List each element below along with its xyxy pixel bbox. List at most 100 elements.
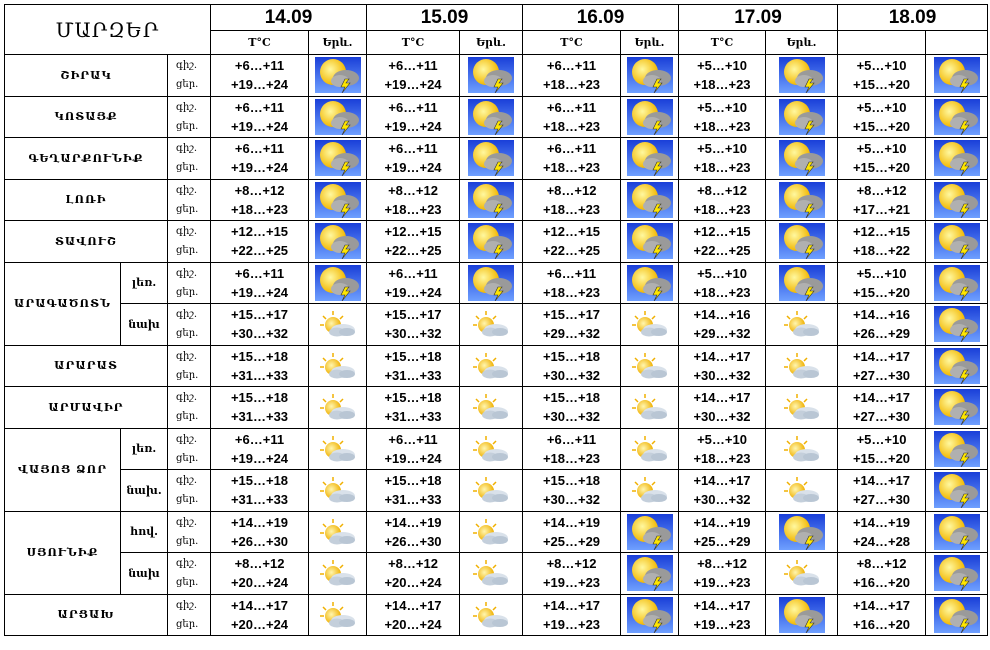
weather-icon-cell: [765, 593, 838, 636]
partly-cloudy-icon: [622, 352, 678, 380]
day-temperature: +18…+23: [542, 450, 601, 466]
night-temperature: +14…+19: [384, 514, 442, 530]
storm-icon: [310, 264, 366, 301]
temperature-cell: +5…+10 +15…+20: [837, 427, 926, 470]
weather-icon-cell: [765, 552, 838, 595]
weather-icon-cell: [308, 261, 367, 304]
day-temperature: +29…+32: [542, 326, 601, 342]
day-temperature: +19…+23: [542, 616, 601, 632]
night-temperature: +8…+12: [856, 556, 907, 572]
day-temperature: +19…+24: [384, 160, 442, 176]
night-temperature: +5…+10: [697, 58, 747, 74]
night-temperature: +6…+11: [234, 141, 285, 157]
day-temperature: +15…+20: [852, 450, 911, 466]
weather-icon-cell: [620, 95, 679, 138]
temp-column-label: T°C: [678, 30, 766, 55]
date-header: 16.09: [522, 4, 679, 31]
weather-icon-cell: [308, 54, 367, 97]
weather-icon-cell: [308, 427, 367, 470]
partly-cloudy-icon: [310, 393, 366, 421]
temperature-cell: +8…+12 +18…+23: [678, 178, 766, 221]
temperature-cell: +6…+11 +18…+23: [522, 427, 621, 470]
day-temperature: +19…+24: [384, 77, 442, 93]
day-label: ցեր.: [176, 577, 199, 589]
storm-icon: [622, 98, 678, 135]
night-temperature: +6…+11: [388, 141, 438, 157]
time-of-day-labels: գիշ. ցեր.: [167, 427, 211, 470]
date-header: 14.09: [210, 4, 367, 31]
weather-icon-cell: [308, 510, 367, 553]
temperature-cell: +6…+11 +19…+24: [366, 95, 460, 138]
night-label: գիշ.: [176, 226, 198, 238]
partly-cloudy-icon: [310, 601, 366, 629]
storm-icon: [927, 430, 987, 467]
temperature-cell: +12…+15 +22…+25: [678, 220, 766, 263]
temperature-cell: +14…+19 +24…+28: [837, 510, 926, 553]
temperature-cell: +14…+17 +27…+30: [837, 344, 926, 387]
region-row: ՏԱՎՈՒՇ գիշ. ցեր. +12…+15 +22…+25 +12…+15 +22……: [4, 220, 988, 263]
night-temperature: +14…+19: [693, 514, 751, 530]
day-label: ցեր.: [176, 162, 199, 174]
partly-cloudy-icon: [767, 352, 837, 380]
night-temperature: +15…+17: [230, 307, 289, 323]
temperature-cell: +6…+11 +19…+24: [210, 261, 309, 304]
weather-column-label: Երև.: [620, 30, 679, 55]
night-temperature: +6…+11: [388, 58, 438, 74]
day-temperature: +15…+20: [852, 284, 911, 300]
temperature-cell: +8…+12 +18…+23: [522, 178, 621, 221]
weather-icon-cell: [459, 178, 523, 221]
region-row: նախ. գիշ. ցեր. +15…+18 +31…+33 +15…+18 +31…+3…: [5, 469, 988, 512]
day-label: ցեր.: [176, 79, 199, 91]
night-temperature: +14…+17: [852, 390, 911, 406]
night-label: գիշ.: [176, 309, 198, 321]
date-header: 18.09: [837, 4, 988, 31]
temperature-cell: +8…+12 +19…+23: [678, 552, 766, 595]
temperature-cell: +6…+11 +18…+23: [522, 54, 621, 97]
weather-icon-cell: [765, 427, 838, 470]
temperature-cell: +5…+10 +18…+23: [678, 137, 766, 180]
night-temperature: +15…+18: [230, 390, 289, 406]
night-label: գիշ.: [176, 392, 198, 404]
night-temperature: +6…+11: [388, 99, 438, 115]
day-temperature: +26…+30: [384, 533, 442, 549]
temperature-cell: +14…+17 +19…+23: [678, 593, 766, 636]
partly-cloudy-icon: [767, 476, 837, 504]
day-temperature: +18…+23: [384, 201, 442, 217]
day-label: ցեր.: [176, 203, 199, 215]
weather-icon-cell: [765, 469, 838, 512]
region-name: ՍՅՈՒՆԻՔ: [4, 510, 121, 595]
day-temperature: +30…+32: [384, 326, 442, 342]
storm-icon: [927, 596, 987, 633]
day-temperature: +31…+33: [384, 409, 442, 425]
day-temperature: +30…+32: [542, 492, 601, 508]
night-label: գիշ.: [176, 558, 198, 570]
temperature-cell: +14…+17 +30…+32: [678, 344, 766, 387]
day-temperature: +20…+24: [384, 616, 442, 632]
night-temperature: +14…+16: [693, 307, 751, 323]
night-temperature: +12…+15: [384, 224, 442, 240]
day-temperature: +30…+32: [230, 326, 289, 342]
region-name: ԱՐԱԳԱԾՈՏՆ: [4, 261, 121, 346]
weather-icon-cell: [308, 593, 367, 636]
weather-icon-cell: [620, 137, 679, 180]
zone-label: լեռ.: [120, 261, 168, 304]
temperature-cell: +15…+18 +30…+32: [522, 386, 621, 429]
night-temperature: +5…+10: [856, 265, 907, 281]
day-temperature: +18…+23: [693, 77, 751, 93]
night-temperature: +14…+16: [852, 307, 911, 323]
storm-icon: [927, 389, 987, 426]
day-label: ցեր.: [176, 120, 199, 132]
partly-cloudy-icon: [310, 352, 366, 380]
weather-icon-cell: [925, 427, 988, 470]
temperature-cell: +14…+19 +26…+30: [210, 510, 309, 553]
region-row: ԿՈՏԱՅՔ գիշ. ցեր. +6…+11 +19…+24 +6…+11 +19…+2…: [4, 95, 988, 138]
temperature-cell: +15…+17 +30…+32: [210, 303, 309, 346]
day-temperature: +19…+24: [230, 450, 289, 466]
storm-icon: [767, 57, 837, 94]
night-temperature: +8…+12: [388, 556, 438, 572]
weather-icon-cell: [765, 95, 838, 138]
partly-cloudy-icon: [461, 559, 522, 587]
day-temperature: +18…+23: [542, 160, 601, 176]
weather-icon-cell: [765, 137, 838, 180]
weather-icon-cell: [620, 469, 679, 512]
